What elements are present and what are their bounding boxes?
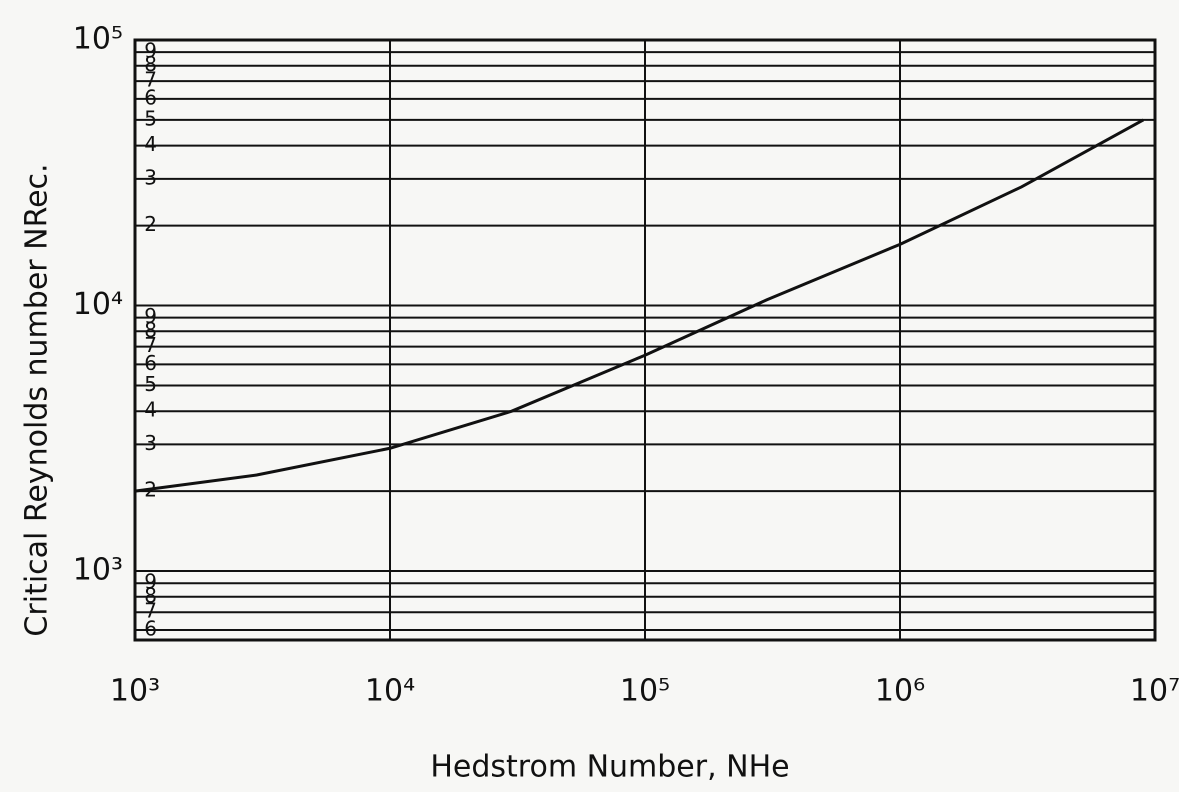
y-tick-label: 2	[144, 212, 157, 236]
y-tick-label: 5	[144, 372, 157, 396]
y-tick-label: 10³	[73, 553, 123, 588]
page: {"chart_data": { "type": "line", "x_labe…	[0, 0, 1179, 792]
x-tick-label: 10³	[110, 674, 160, 709]
y-tick-label: 10⁵	[73, 22, 123, 57]
chart: Hedstrom Number, NHe Critical Reynolds n…	[0, 0, 1179, 792]
x-tick-label: 10⁴	[365, 674, 415, 709]
x-tick-label: 10⁵	[620, 674, 670, 709]
y-tick-label: 9	[144, 570, 157, 594]
x-tick-label: 10⁷	[1130, 674, 1179, 709]
y-tick-label: 3	[144, 431, 157, 455]
y-tick-label: 9	[144, 304, 157, 328]
y-tick-label: 5	[144, 106, 157, 130]
y-tick-label: 4	[144, 132, 157, 156]
y-tick-label: 4	[144, 398, 157, 422]
y-tick-label: 9	[144, 39, 157, 63]
x-axis-label: Hedstrom Number, NHe	[430, 750, 789, 785]
y-tick-label: 3	[144, 165, 157, 189]
x-tick-label: 10⁶	[875, 674, 925, 709]
y-axis-label: Critical Reynolds number NRec.	[20, 163, 55, 636]
y-tick-label: 10⁴	[73, 287, 123, 322]
